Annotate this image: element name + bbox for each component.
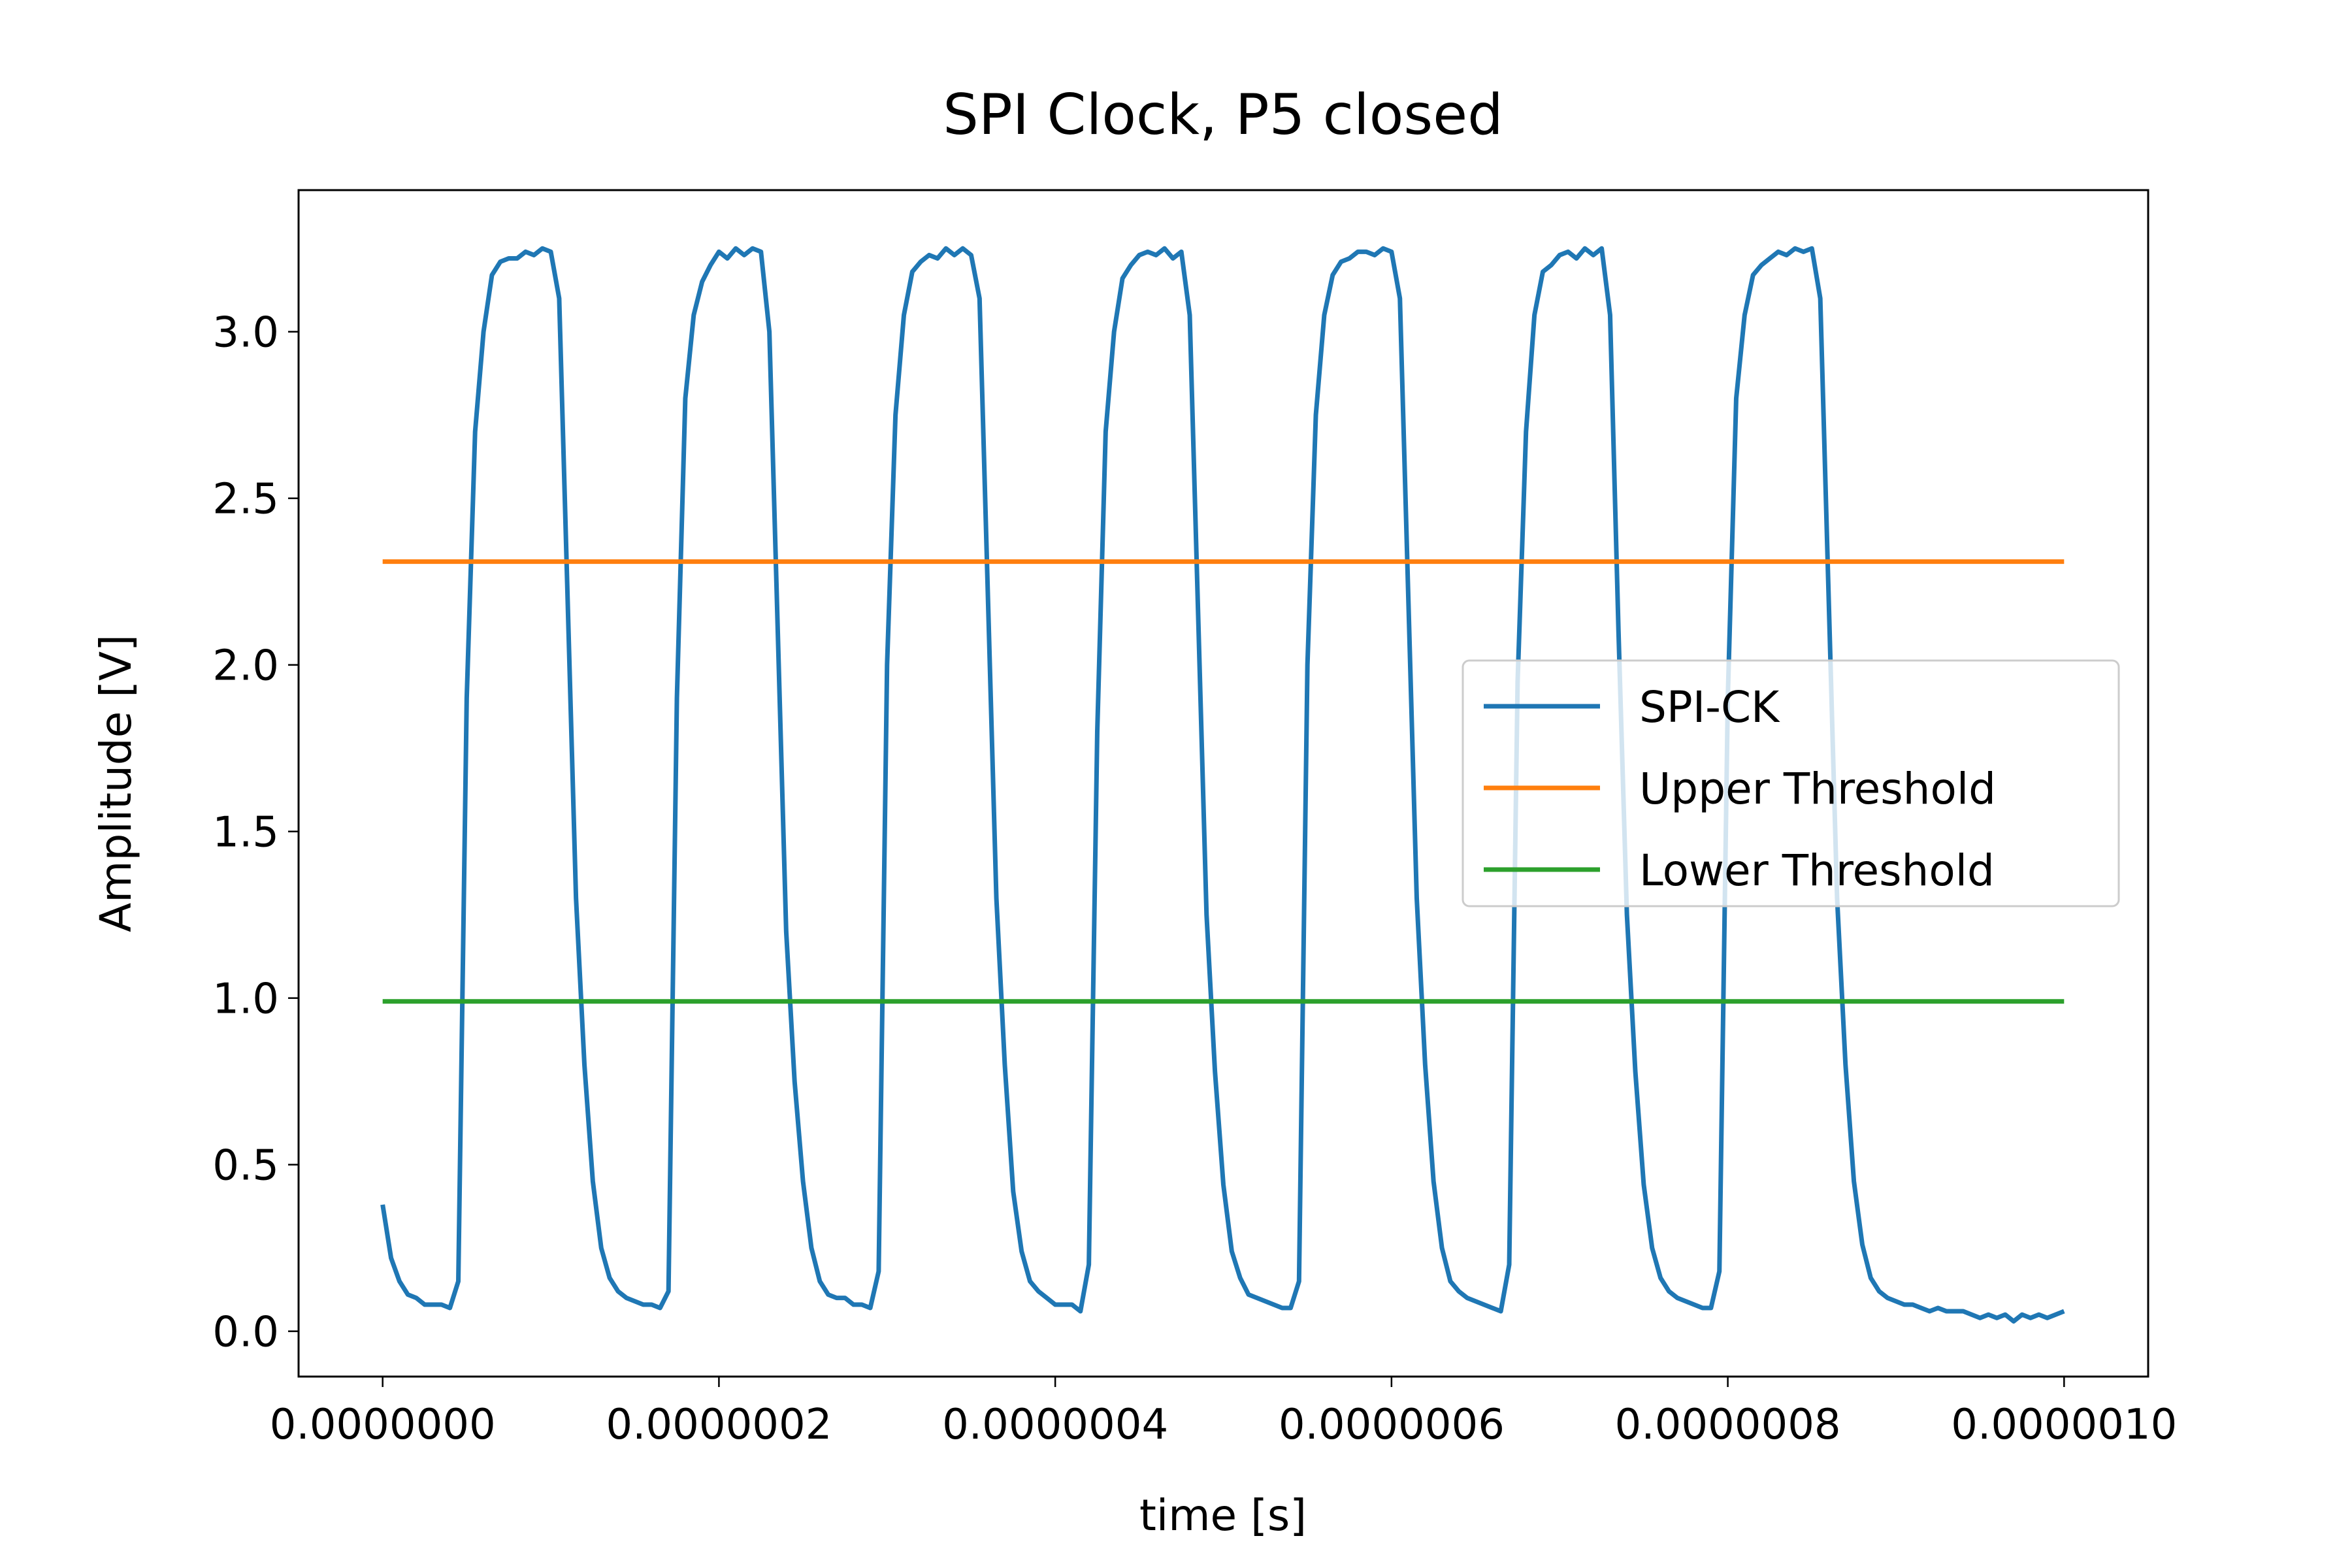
y-tick-label: 0.0	[212, 1309, 279, 1357]
x-tick-label: 0.0000006	[1279, 1401, 1505, 1449]
legend-box	[1462, 659, 2120, 907]
x-tick-label: 0.0000002	[606, 1401, 832, 1449]
x-tick-label: 0.0000000	[270, 1401, 496, 1449]
legend-label: SPI-CK	[1639, 682, 1780, 732]
x-tick-label: 0.0000008	[1615, 1401, 1841, 1449]
series-line	[380, 246, 2065, 1324]
y-tick-label: 0.5	[212, 1142, 279, 1190]
y-tick-label: 2.5	[212, 476, 279, 524]
plot-frame	[297, 189, 2149, 1378]
x-axis-label: time [s]	[1139, 1490, 1307, 1541]
x-tick-label: 0.0000010	[1951, 1401, 2177, 1449]
x-tick-label: 0.0000004	[942, 1401, 1168, 1449]
y-tick-label: 1.0	[212, 975, 279, 1024]
y-tick-label: 2.0	[212, 642, 279, 691]
y-tick-label: 3.0	[212, 309, 279, 357]
y-axis-label: Amplitude [V]	[91, 634, 141, 932]
legend-label: Lower Threshold	[1639, 845, 1995, 896]
chart-title: SPI Clock, P5 closed	[943, 82, 1503, 148]
legend: SPI-CK Upper Threshold Lower Threshold	[1462, 659, 2120, 907]
legend-label: Upper Threshold	[1639, 764, 1996, 814]
y-tick-label: 1.5	[212, 809, 279, 857]
